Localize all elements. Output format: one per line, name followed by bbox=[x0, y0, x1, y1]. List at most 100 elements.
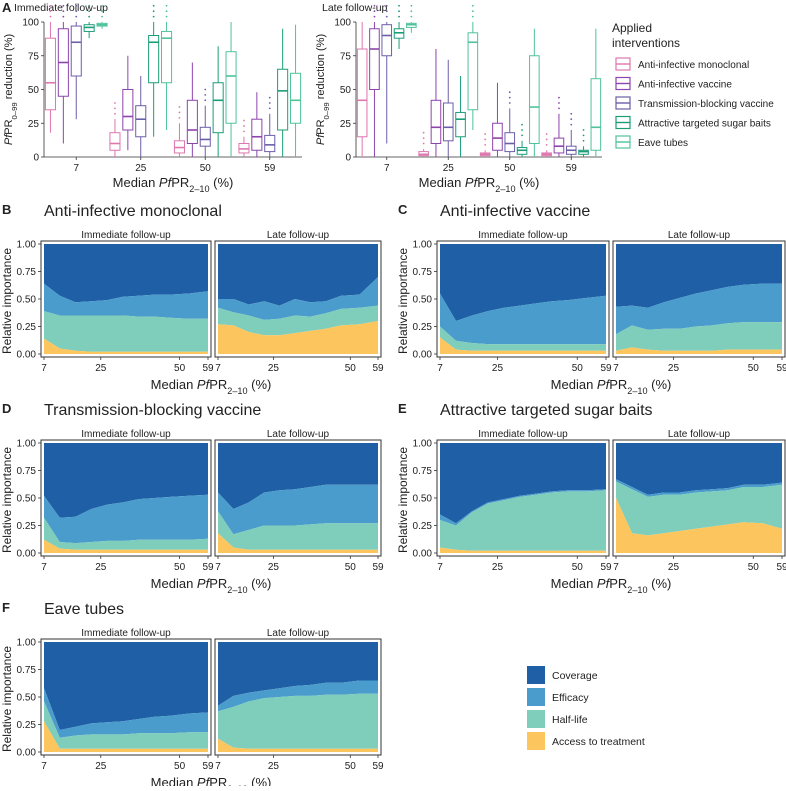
y-tick-label: 0.00 bbox=[17, 350, 37, 361]
legend-title: Applied bbox=[612, 21, 652, 35]
area-half-life bbox=[616, 322, 782, 351]
area-efficacy bbox=[44, 688, 208, 738]
label-part: (%) bbox=[516, 175, 540, 190]
x-tick-label: 25 bbox=[268, 761, 280, 772]
x-tick-label: 25 bbox=[492, 562, 504, 573]
box-outlier bbox=[152, 15, 155, 18]
label-part: PR bbox=[209, 576, 227, 591]
area-access-to-treatment bbox=[44, 721, 208, 752]
box-outlier bbox=[114, 107, 116, 110]
panel-title: Attractive targeted sugar baits bbox=[440, 402, 653, 419]
x-tick-label: 25 bbox=[135, 163, 147, 174]
y-tick-label: 0.50 bbox=[17, 295, 37, 306]
facet-border bbox=[612, 439, 786, 557]
box-outlier bbox=[243, 130, 245, 133]
label-part: 0–99 bbox=[10, 102, 19, 119]
y-tick-label: 1.00 bbox=[413, 240, 433, 251]
label-part: PR bbox=[609, 576, 627, 591]
label-part: Pf bbox=[597, 576, 611, 591]
label-part: (%) bbox=[248, 576, 272, 591]
area-coverage bbox=[218, 443, 378, 509]
label-part: Median bbox=[551, 377, 597, 392]
legend-label: Transmission-blocking vaccine bbox=[638, 99, 774, 110]
area-efficacy bbox=[440, 293, 606, 345]
box-outlier bbox=[545, 143, 548, 146]
box-outlier bbox=[268, 96, 271, 99]
box-iqr bbox=[186, 99, 198, 145]
box-iqr bbox=[122, 89, 134, 131]
label-part: 2–10 bbox=[227, 386, 247, 396]
label-part: Pf bbox=[597, 377, 611, 392]
box-outlier bbox=[204, 99, 207, 102]
x-tick-label: 59 bbox=[600, 363, 612, 374]
label-part: Pf bbox=[159, 175, 173, 190]
box-outlier bbox=[62, 4, 65, 7]
box-outlier bbox=[243, 119, 245, 122]
box-outlier bbox=[114, 112, 116, 115]
box-outlier bbox=[410, 4, 413, 7]
box-outlier bbox=[484, 143, 487, 146]
area-access-to-treatment bbox=[616, 498, 782, 553]
box-outlier bbox=[75, 4, 78, 7]
x-tick-label: 59 bbox=[264, 163, 276, 174]
x-tick-label: 59 bbox=[202, 761, 214, 772]
y-tick-label: 0.00 bbox=[17, 748, 37, 759]
label-part: PR bbox=[315, 119, 327, 134]
legend-key bbox=[527, 688, 545, 706]
label-part: PR bbox=[3, 119, 15, 134]
area-half-life bbox=[218, 693, 378, 749]
x-tick-label: 25 bbox=[268, 562, 280, 573]
x-tick-label: 59 bbox=[202, 562, 214, 573]
x-tick-label: 7 bbox=[215, 562, 221, 573]
y-tick-label: 0 bbox=[33, 153, 39, 164]
label-part: Pf bbox=[465, 175, 479, 190]
facet-title: Immediate follow-up bbox=[81, 429, 171, 440]
box-outlier bbox=[558, 107, 560, 110]
label-part: (%) bbox=[248, 377, 272, 392]
x-tick-label: 7 bbox=[613, 363, 619, 374]
box-iqr bbox=[199, 126, 211, 147]
y-tick-label: 25 bbox=[340, 119, 352, 130]
x-tick-label: 59 bbox=[202, 363, 214, 374]
y-tick-label: 0.25 bbox=[17, 322, 37, 333]
y-tick-label: 0.00 bbox=[413, 549, 433, 560]
label-part: reduction (%) bbox=[3, 34, 15, 102]
box-outlier bbox=[545, 138, 548, 141]
y-tick-label: 0.75 bbox=[17, 466, 37, 477]
box-iqr bbox=[356, 48, 368, 138]
area-access-to-treatment bbox=[616, 347, 782, 354]
x-tick-label: 50 bbox=[345, 562, 357, 573]
label-part: (%) bbox=[648, 576, 672, 591]
box-outlier bbox=[521, 134, 523, 137]
facet-title-A: Immediate follow-up bbox=[14, 2, 108, 14]
box-outlier bbox=[385, 4, 388, 7]
box-iqr bbox=[590, 78, 602, 151]
y-tick-label: 0.25 bbox=[17, 720, 37, 731]
panel-title: Anti-infective monoclonal bbox=[44, 203, 222, 220]
label-part: Pf bbox=[315, 134, 327, 145]
box-outlier bbox=[373, 10, 376, 13]
x-tick-label: 7 bbox=[41, 562, 47, 573]
x-tick-label: 7 bbox=[215, 363, 221, 374]
box-outlier bbox=[398, 10, 400, 13]
box-outlier bbox=[268, 107, 271, 110]
x-tick-label: 25 bbox=[95, 363, 107, 374]
x-tick-label: 50 bbox=[504, 163, 516, 174]
y-tick-label: 0.75 bbox=[17, 267, 37, 278]
label-part: PR bbox=[477, 175, 495, 190]
box-outlier bbox=[570, 112, 573, 115]
y-axis-title: Relative importance bbox=[0, 646, 14, 752]
box-outlier bbox=[410, 10, 413, 13]
area-access-to-treatment bbox=[440, 337, 606, 354]
area-efficacy bbox=[218, 484, 378, 535]
panel-title: Anti-infective vaccine bbox=[440, 203, 590, 220]
area-half-life bbox=[440, 490, 606, 551]
box-outlier bbox=[204, 88, 207, 91]
facet-title: Late follow-up bbox=[267, 628, 330, 639]
y-tick-label: 25 bbox=[28, 119, 40, 130]
y-tick-label: 1.00 bbox=[413, 439, 433, 450]
box-iqr bbox=[109, 132, 121, 151]
area-coverage bbox=[218, 244, 378, 306]
area-efficacy bbox=[616, 283, 782, 335]
